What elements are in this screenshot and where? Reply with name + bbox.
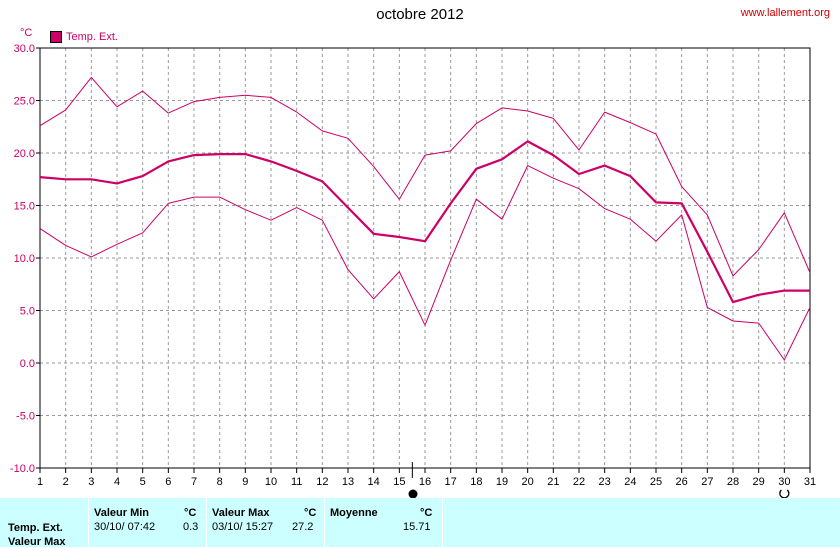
max-date: 03/10/ 15:27 — [212, 521, 274, 533]
y-tick-label: 30.0 — [14, 43, 35, 55]
plot-frame — [39, 47, 811, 469]
x-tick-label: 21 — [547, 476, 559, 488]
stats-divider — [206, 498, 207, 547]
series-line-max — [39, 76, 811, 277]
x-tick-label: 30 — [778, 476, 790, 488]
stats-divider — [442, 498, 443, 547]
series-line-mean — [39, 140, 810, 304]
legend: Temp. Ext. — [50, 31, 118, 43]
stats-panel: Valeur Min °C Valeur Max °C Moyenne °C T… — [0, 498, 840, 548]
stats-divider — [88, 498, 89, 547]
x-tick-label: 31 — [804, 476, 816, 488]
series-lines — [39, 76, 811, 361]
x-tick-label: 15 — [393, 476, 405, 488]
y-tick-label: 5.0 — [20, 306, 35, 318]
x-tick-label: 12 — [316, 476, 328, 488]
min-date: 30/10/ 07:42 — [94, 521, 156, 533]
stats-divider — [324, 498, 325, 547]
x-tick-label: 9 — [242, 476, 248, 488]
x-tick-label: 13 — [342, 476, 354, 488]
x-tick-label: 5 — [140, 476, 146, 488]
x-tick-label: 20 — [522, 476, 534, 488]
y-tick-label: 20.0 — [14, 148, 35, 160]
min-header: Valeur Min — [94, 507, 150, 519]
y-tick-labels: 30.0 25.0 20.0 15.0 10.0 5.0 0.0 -5.0 -10.0 — [10, 43, 35, 475]
chart-markers — [408, 462, 790, 498]
legend-label: Temp. Ext. — [66, 31, 118, 43]
avg-value: 15.71 — [403, 521, 431, 533]
x-tick-label: 16 — [419, 476, 431, 488]
x-tick-label: 17 — [445, 476, 457, 488]
chart-grid — [40, 48, 810, 468]
x-tick-label: 10 — [265, 476, 277, 488]
x-tick-label: 1 — [37, 476, 43, 488]
x-tick-label: 22 — [573, 476, 585, 488]
y-tick-label: 15.0 — [14, 201, 35, 213]
x-tick-label: 7 — [191, 476, 197, 488]
y-tick-label: 25.0 — [14, 96, 35, 108]
x-tick-label: 23 — [599, 476, 611, 488]
y-tick-label: -10.0 — [10, 463, 35, 475]
x-tick-label: 18 — [470, 476, 482, 488]
x-tick-label: 3 — [88, 476, 94, 488]
avg-header: Moyenne — [330, 507, 378, 519]
max-header: Valeur Max — [212, 507, 270, 519]
row-label: Temp. Ext. — [8, 522, 63, 534]
y-tick-label: -5.0 — [16, 411, 35, 423]
min-unit: °C — [184, 507, 197, 519]
legend-swatch — [50, 31, 62, 43]
site-url[interactable]: www.lallement.org — [740, 7, 830, 19]
series-line-min — [39, 165, 811, 361]
full-moon-icon — [779, 489, 790, 498]
y-tick-label: 0.0 — [20, 358, 35, 370]
y-axis-unit: °C — [20, 27, 33, 39]
row2-label: Valeur Max — [8, 536, 66, 548]
x-tick-label: 26 — [676, 476, 688, 488]
x-tick-label: 25 — [650, 476, 662, 488]
x-tick-label: 8 — [217, 476, 223, 488]
x-tick-label: 14 — [368, 476, 380, 488]
x-tick-label: 24 — [624, 476, 636, 488]
x-tick-label: 6 — [165, 476, 171, 488]
chart-title: octobre 2012 — [376, 6, 464, 23]
chart-axes — [36, 47, 811, 473]
min-value: 0.3 — [183, 521, 199, 533]
x-tick-labels: 1 2 3 4 5 6 7 8 9 10 11 12 13 14 15 16 17 18 19 20 21 22 23 24 2… — [37, 476, 816, 488]
max-unit: °C — [304, 507, 317, 519]
avg-unit: °C — [420, 507, 433, 519]
x-tick-label: 19 — [496, 476, 508, 488]
x-tick-label: 27 — [701, 476, 713, 488]
x-tick-label: 2 — [63, 476, 69, 488]
x-tick-label: 29 — [753, 476, 765, 488]
x-tick-label: 11 — [291, 476, 302, 488]
new-moon-icon — [408, 489, 418, 498]
max-value: 27.2 — [292, 521, 314, 533]
x-tick-label: 4 — [114, 476, 120, 488]
x-tick-label: 28 — [727, 476, 739, 488]
y-tick-label: 10.0 — [14, 253, 35, 265]
